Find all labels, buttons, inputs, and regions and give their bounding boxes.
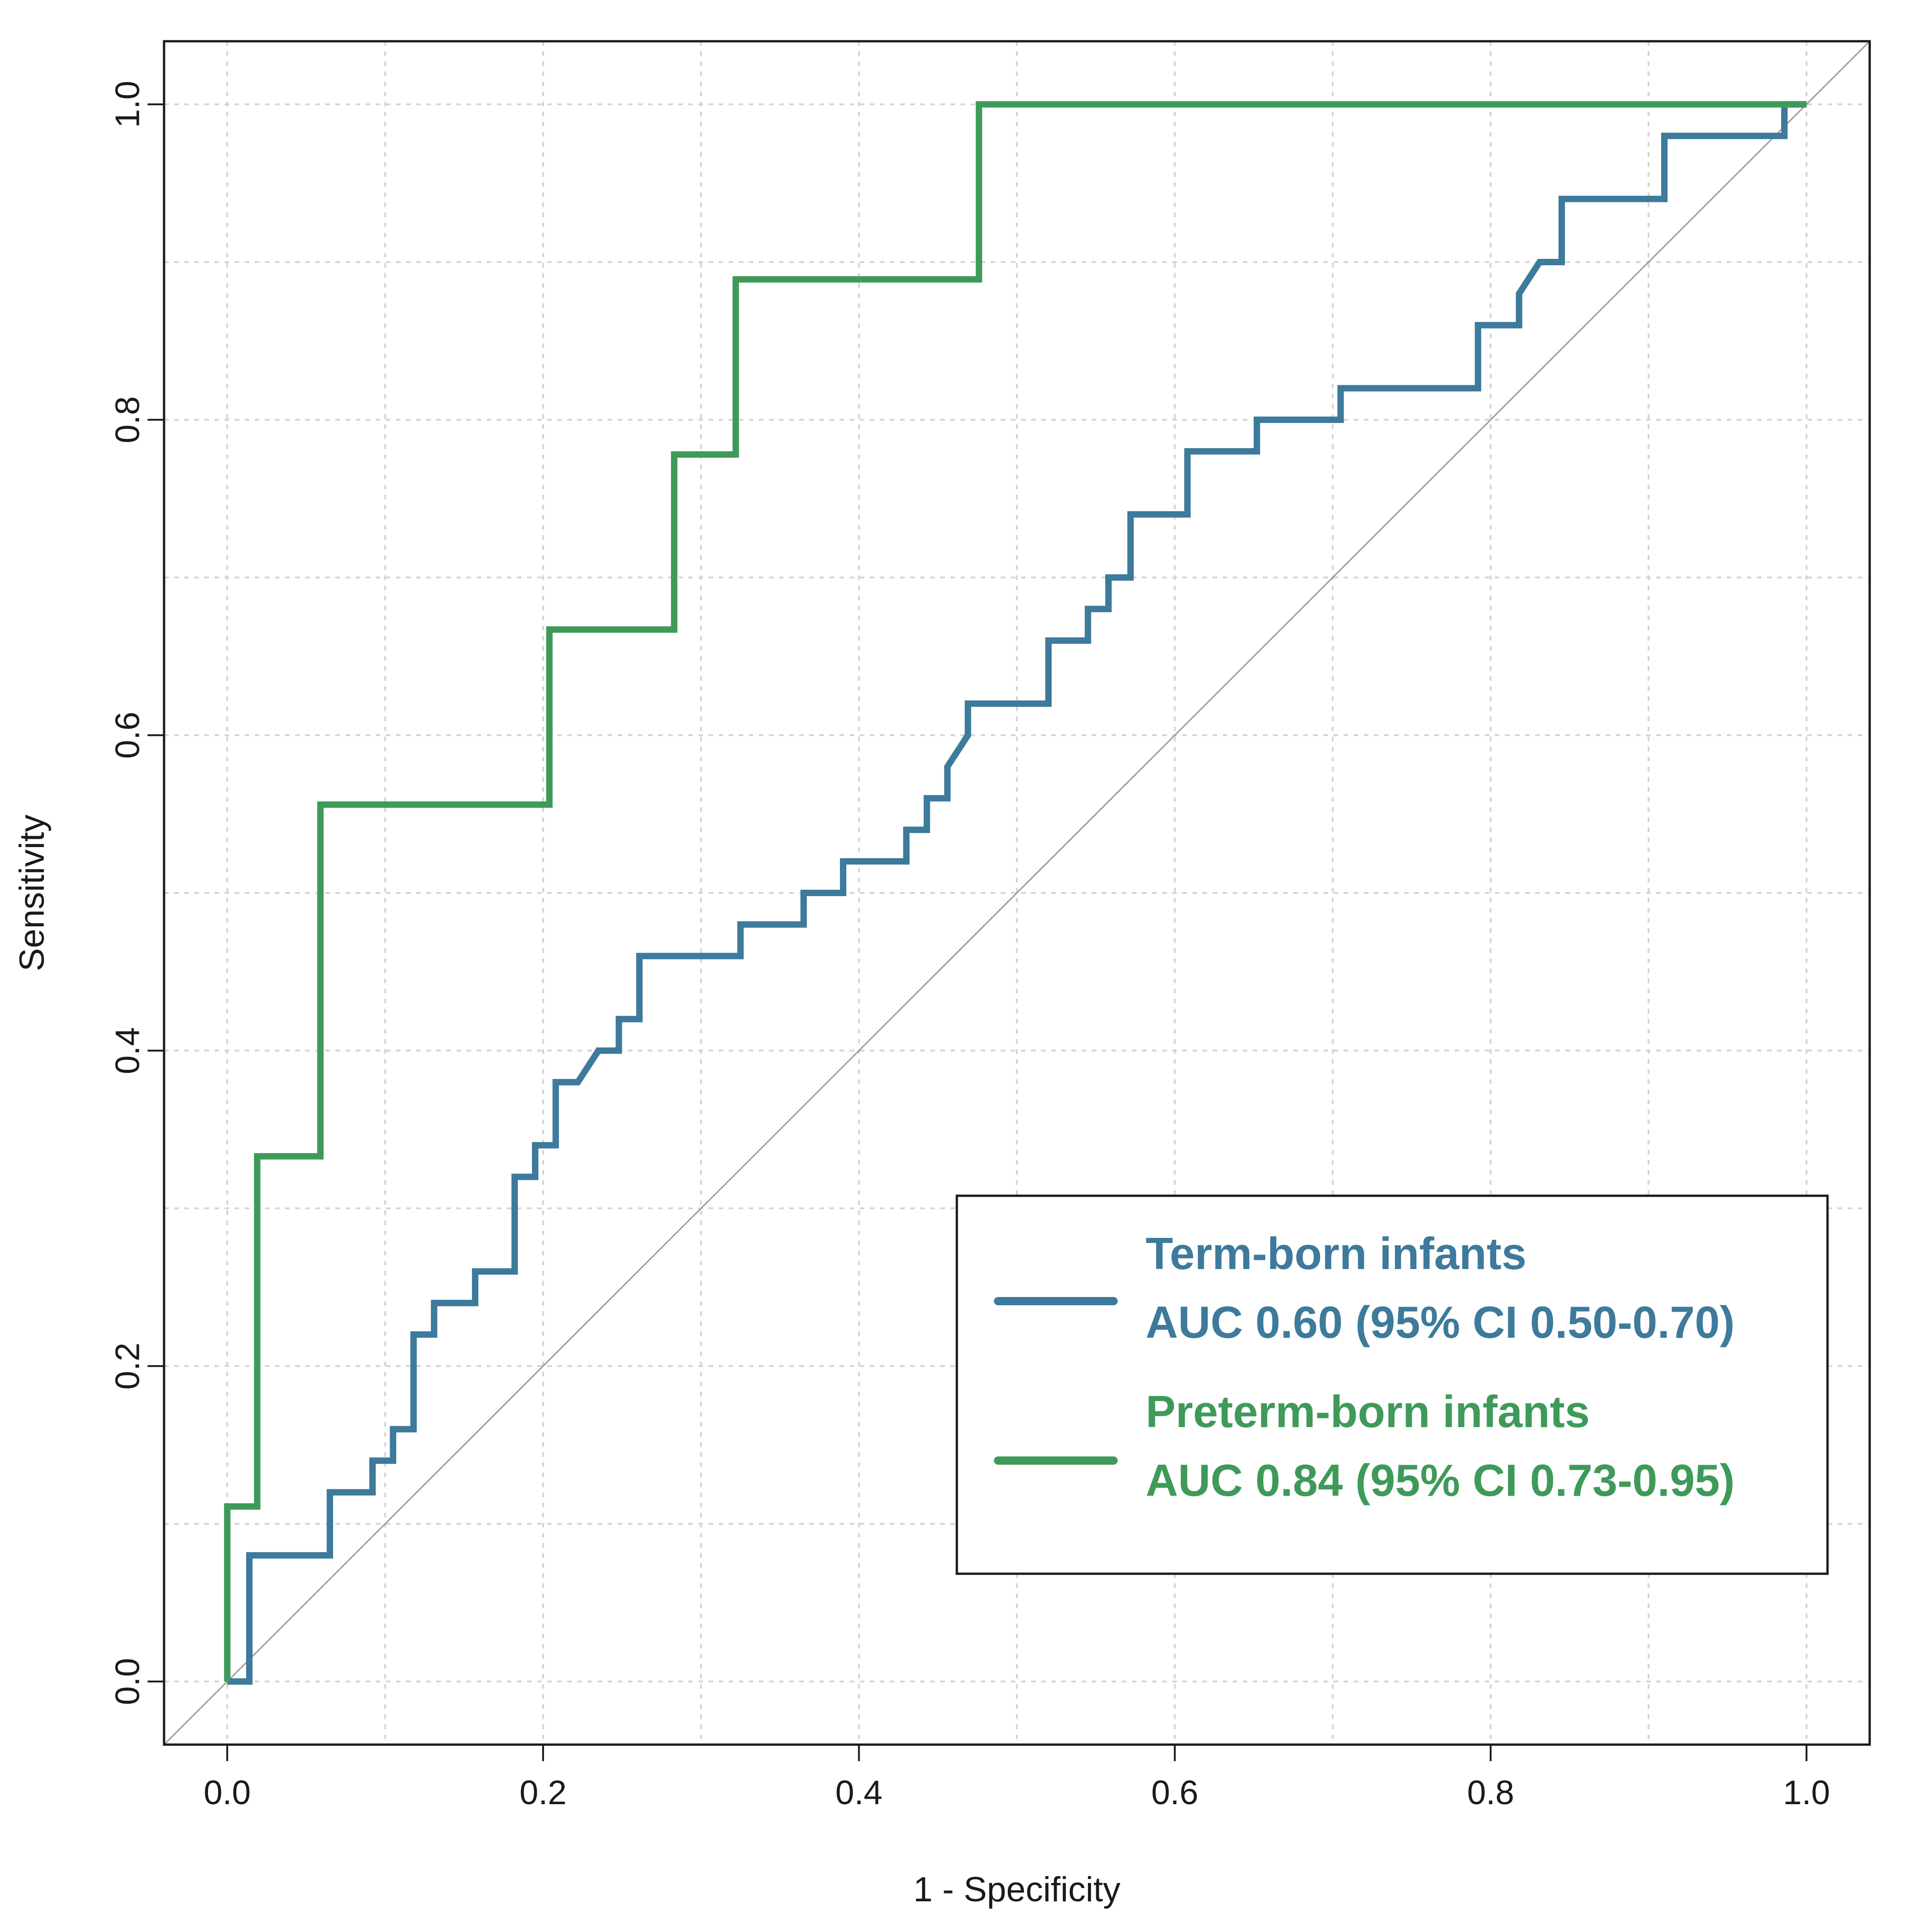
legend-label-preterm: Preterm-born infants	[1146, 1386, 1590, 1437]
x-tick-label: 1.0	[1783, 1773, 1830, 1812]
y-axis-title: Sensitivity	[13, 815, 52, 971]
diagonal-reference	[163, 40, 1871, 1746]
axis-ticks: 0.0 0.2 0.4 0.6 0.8 1.0 0.0 0.2 0.4 0.6 0.8 1.0	[109, 81, 1830, 1812]
y-tick-label: 0.6	[109, 712, 147, 759]
legend-label-term: Term-born infants	[1146, 1228, 1526, 1279]
x-tick-label: 0.0	[203, 1773, 251, 1812]
x-tick-label: 0.2	[520, 1773, 567, 1812]
y-tick-label: 0.4	[109, 1027, 147, 1074]
legend-auc-preterm: AUC 0.84 (95% CI 0.73-0.95)	[1146, 1455, 1734, 1505]
x-tick-label: 0.4	[835, 1773, 883, 1812]
series-lines	[224, 101, 1807, 1685]
y-tick-label: 1.0	[109, 81, 147, 128]
series-line-term-born	[227, 101, 1807, 1685]
y-tick-label: 0.8	[109, 396, 147, 443]
y-tick-label: 0.0	[109, 1658, 147, 1705]
legend-auc-term: AUC 0.60 (95% CI 0.50-0.70)	[1146, 1297, 1734, 1347]
series-line-preterm-born	[224, 101, 1807, 1682]
plot-frame	[163, 40, 1871, 1746]
x-tick-label: 0.6	[1151, 1773, 1198, 1812]
legend-box	[955, 1194, 1829, 1575]
diagonal-line	[163, 40, 1871, 1746]
legend: Term-born infants AUC 0.60 (95% CI 0.50-…	[955, 1194, 1829, 1575]
x-tick-label: 0.8	[1467, 1773, 1514, 1812]
y-tick-label: 0.2	[109, 1342, 147, 1390]
x-axis-title: 1 - Specificity	[913, 1870, 1120, 1909]
